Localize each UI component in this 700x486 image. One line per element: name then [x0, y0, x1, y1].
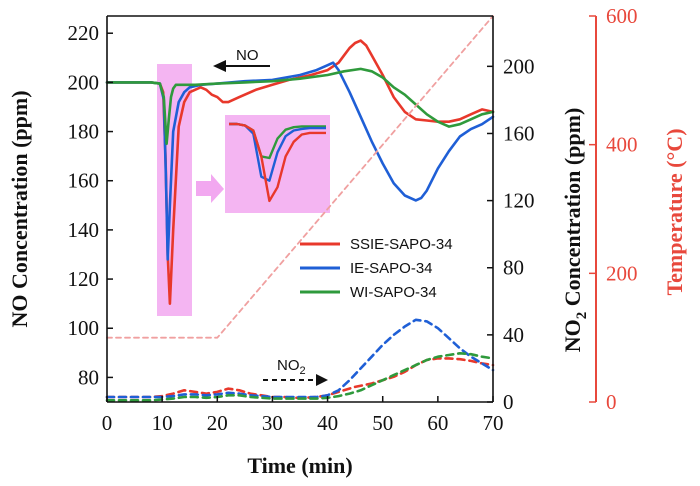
y-no2-tick-label-160: 160	[503, 121, 535, 145]
x-tick-label-0: 0	[102, 411, 113, 435]
legend-label-ie: IE-SAPO-34	[350, 260, 433, 277]
series-ie-no2	[105, 318, 495, 399]
y-temp-tick-label-200: 200	[606, 261, 638, 285]
inset-panel	[225, 115, 330, 213]
x-axis-title: Time (min)	[247, 453, 352, 478]
y-temp-tick-label-0: 0	[606, 390, 617, 414]
no2-arrow-label: NO2	[277, 357, 306, 377]
y-no2-tick-label-0: 0	[503, 390, 514, 414]
y-no2-tick-label-120: 120	[503, 189, 535, 213]
x-tick-label-60: 60	[427, 411, 448, 435]
inset-ssie-sapo-34	[229, 122, 326, 203]
legend-label-wi: WI-SAPO-34	[350, 284, 437, 301]
series-layer	[105, 15, 495, 402]
no2-arrow-head	[316, 374, 328, 386]
y-left-tick-label-140: 140	[68, 218, 100, 242]
y-left-tick-label-80: 80	[78, 365, 99, 389]
inset-layer	[229, 122, 326, 203]
x-tick-label-30: 30	[262, 411, 283, 435]
no2-title-sub: 2	[574, 312, 590, 320]
inset-pointer-arrow	[196, 174, 224, 203]
series-temperature	[106, 15, 494, 339]
no-arrow-label: NO	[236, 47, 259, 64]
y-no2-tick-label-200: 200	[503, 54, 535, 78]
x-tick-label-10: 10	[152, 411, 173, 435]
no2-title-rest: Concentration (ppm)	[560, 108, 585, 312]
y-left-tick-label-100: 100	[68, 316, 100, 340]
y-left-tick-label-180: 180	[68, 120, 100, 144]
y-temp-tick-label-600: 600	[606, 4, 638, 28]
series-wi-no2	[105, 352, 495, 402]
y-no2-tick-label-40: 40	[503, 323, 524, 347]
y-axis-temperature-title: Temperature (°C)	[662, 128, 687, 295]
y-axis-left-title: NO Concentration (ppm)	[7, 90, 32, 327]
y-left-tick-label-200: 200	[68, 70, 100, 94]
no2-label-sub: 2	[300, 365, 306, 377]
y-axis-no2-title: NO2 Concentration (ppm)	[560, 108, 590, 353]
y-left-tick-label-220: 220	[68, 21, 100, 45]
y-no2-tick-label-80: 80	[503, 256, 524, 280]
legend-label-ssie: SSIE-SAPO-34	[350, 236, 453, 253]
y-left-tick-label-120: 120	[68, 267, 100, 291]
no2-label-main: NO	[277, 357, 300, 374]
y-left-tick-label-160: 160	[68, 169, 100, 193]
x-tick-label-50: 50	[372, 411, 393, 435]
no-arrow-head	[213, 60, 226, 72]
series-wi-sapo-34	[105, 67, 495, 146]
x-tick-label-70: 70	[483, 411, 504, 435]
y-temp-tick-label-400: 400	[606, 133, 638, 157]
x-tick-label-20: 20	[207, 411, 228, 435]
no2-title-main: NO	[560, 319, 585, 352]
legend: SSIE-SAPO-34 IE-SAPO-34 WI-SAPO-34	[300, 236, 453, 301]
series-ie-sapo-34	[105, 61, 495, 261]
tick-layer: 0 10 20 30 40 50 60 708010012014016018020022004…	[68, 4, 638, 435]
x-tick-label-40: 40	[317, 411, 338, 435]
